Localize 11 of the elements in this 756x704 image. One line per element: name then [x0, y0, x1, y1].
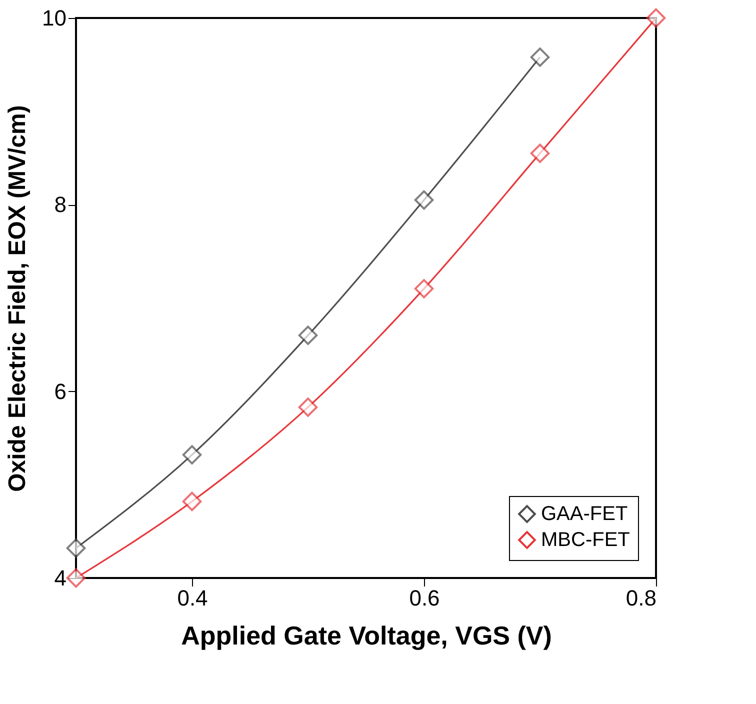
x-axis-title: Applied Gate Voltage, VGS (V): [181, 620, 552, 650]
x-tick-label: 0.6: [409, 586, 440, 610]
y-tick-label: 10: [42, 6, 66, 30]
legend-label: MBC-FET: [541, 529, 630, 551]
y-tick-label: 8: [54, 192, 66, 218]
x-tick-label: 0.4: [177, 586, 208, 610]
y-axis-title: Oxide Electric Field, EOX (MV/cm): [4, 105, 32, 492]
y-tick-label: 4: [54, 566, 66, 590]
x-tick-label: 0.8: [626, 586, 656, 610]
legend-label: GAA-FET: [541, 503, 628, 525]
y-tick-label: 6: [54, 378, 66, 404]
